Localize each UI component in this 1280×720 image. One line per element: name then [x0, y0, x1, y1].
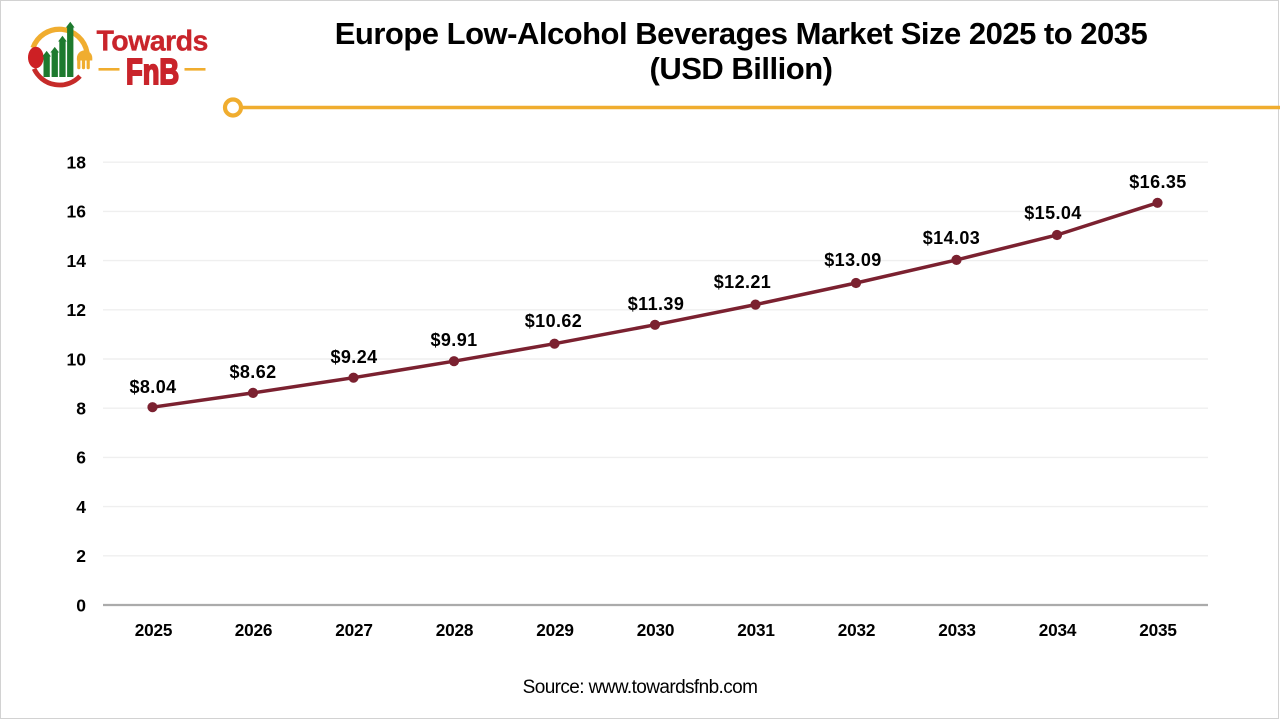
svg-text:2032: 2032 — [838, 620, 875, 640]
svg-text:2035: 2035 — [1139, 620, 1177, 640]
svg-text:2026: 2026 — [235, 620, 272, 640]
svg-text:2033: 2033 — [938, 620, 975, 640]
svg-text:18: 18 — [67, 153, 87, 173]
svg-text:6: 6 — [76, 448, 86, 468]
svg-text:2: 2 — [76, 546, 86, 566]
svg-text:$11.39: $11.39 — [628, 294, 684, 314]
svg-text:2028: 2028 — [436, 620, 474, 640]
svg-text:$8.62: $8.62 — [229, 362, 276, 382]
svg-text:14: 14 — [67, 251, 87, 271]
svg-text:$12.21: $12.21 — [714, 272, 771, 292]
svg-text:$9.24: $9.24 — [330, 347, 377, 367]
svg-text:$16.35: $16.35 — [1129, 172, 1186, 192]
svg-text:$9.91: $9.91 — [430, 330, 477, 350]
svg-text:$13.09: $13.09 — [824, 250, 881, 270]
svg-text:$8.04: $8.04 — [129, 377, 176, 397]
svg-text:16: 16 — [67, 202, 87, 222]
svg-text:8: 8 — [76, 399, 86, 419]
svg-text:2027: 2027 — [335, 620, 372, 640]
svg-text:FnB: FnB — [126, 51, 179, 92]
svg-text:2025: 2025 — [135, 620, 173, 640]
svg-text:2034: 2034 — [1039, 620, 1077, 640]
svg-text:0: 0 — [76, 595, 86, 615]
svg-text:Source: www.towardsfnb.com: Source: www.towardsfnb.com — [523, 677, 758, 698]
svg-text:12: 12 — [67, 300, 87, 320]
svg-text:$15.04: $15.04 — [1024, 203, 1081, 223]
svg-text:2030: 2030 — [637, 620, 674, 640]
svg-text:4: 4 — [76, 497, 86, 517]
svg-text:$14.03: $14.03 — [923, 228, 980, 248]
svg-text:2031: 2031 — [737, 620, 775, 640]
svg-text:2029: 2029 — [536, 620, 573, 640]
svg-text:10: 10 — [67, 349, 87, 369]
svg-text:Towards: Towards — [97, 26, 208, 58]
svg-text:$10.62: $10.62 — [525, 311, 582, 331]
